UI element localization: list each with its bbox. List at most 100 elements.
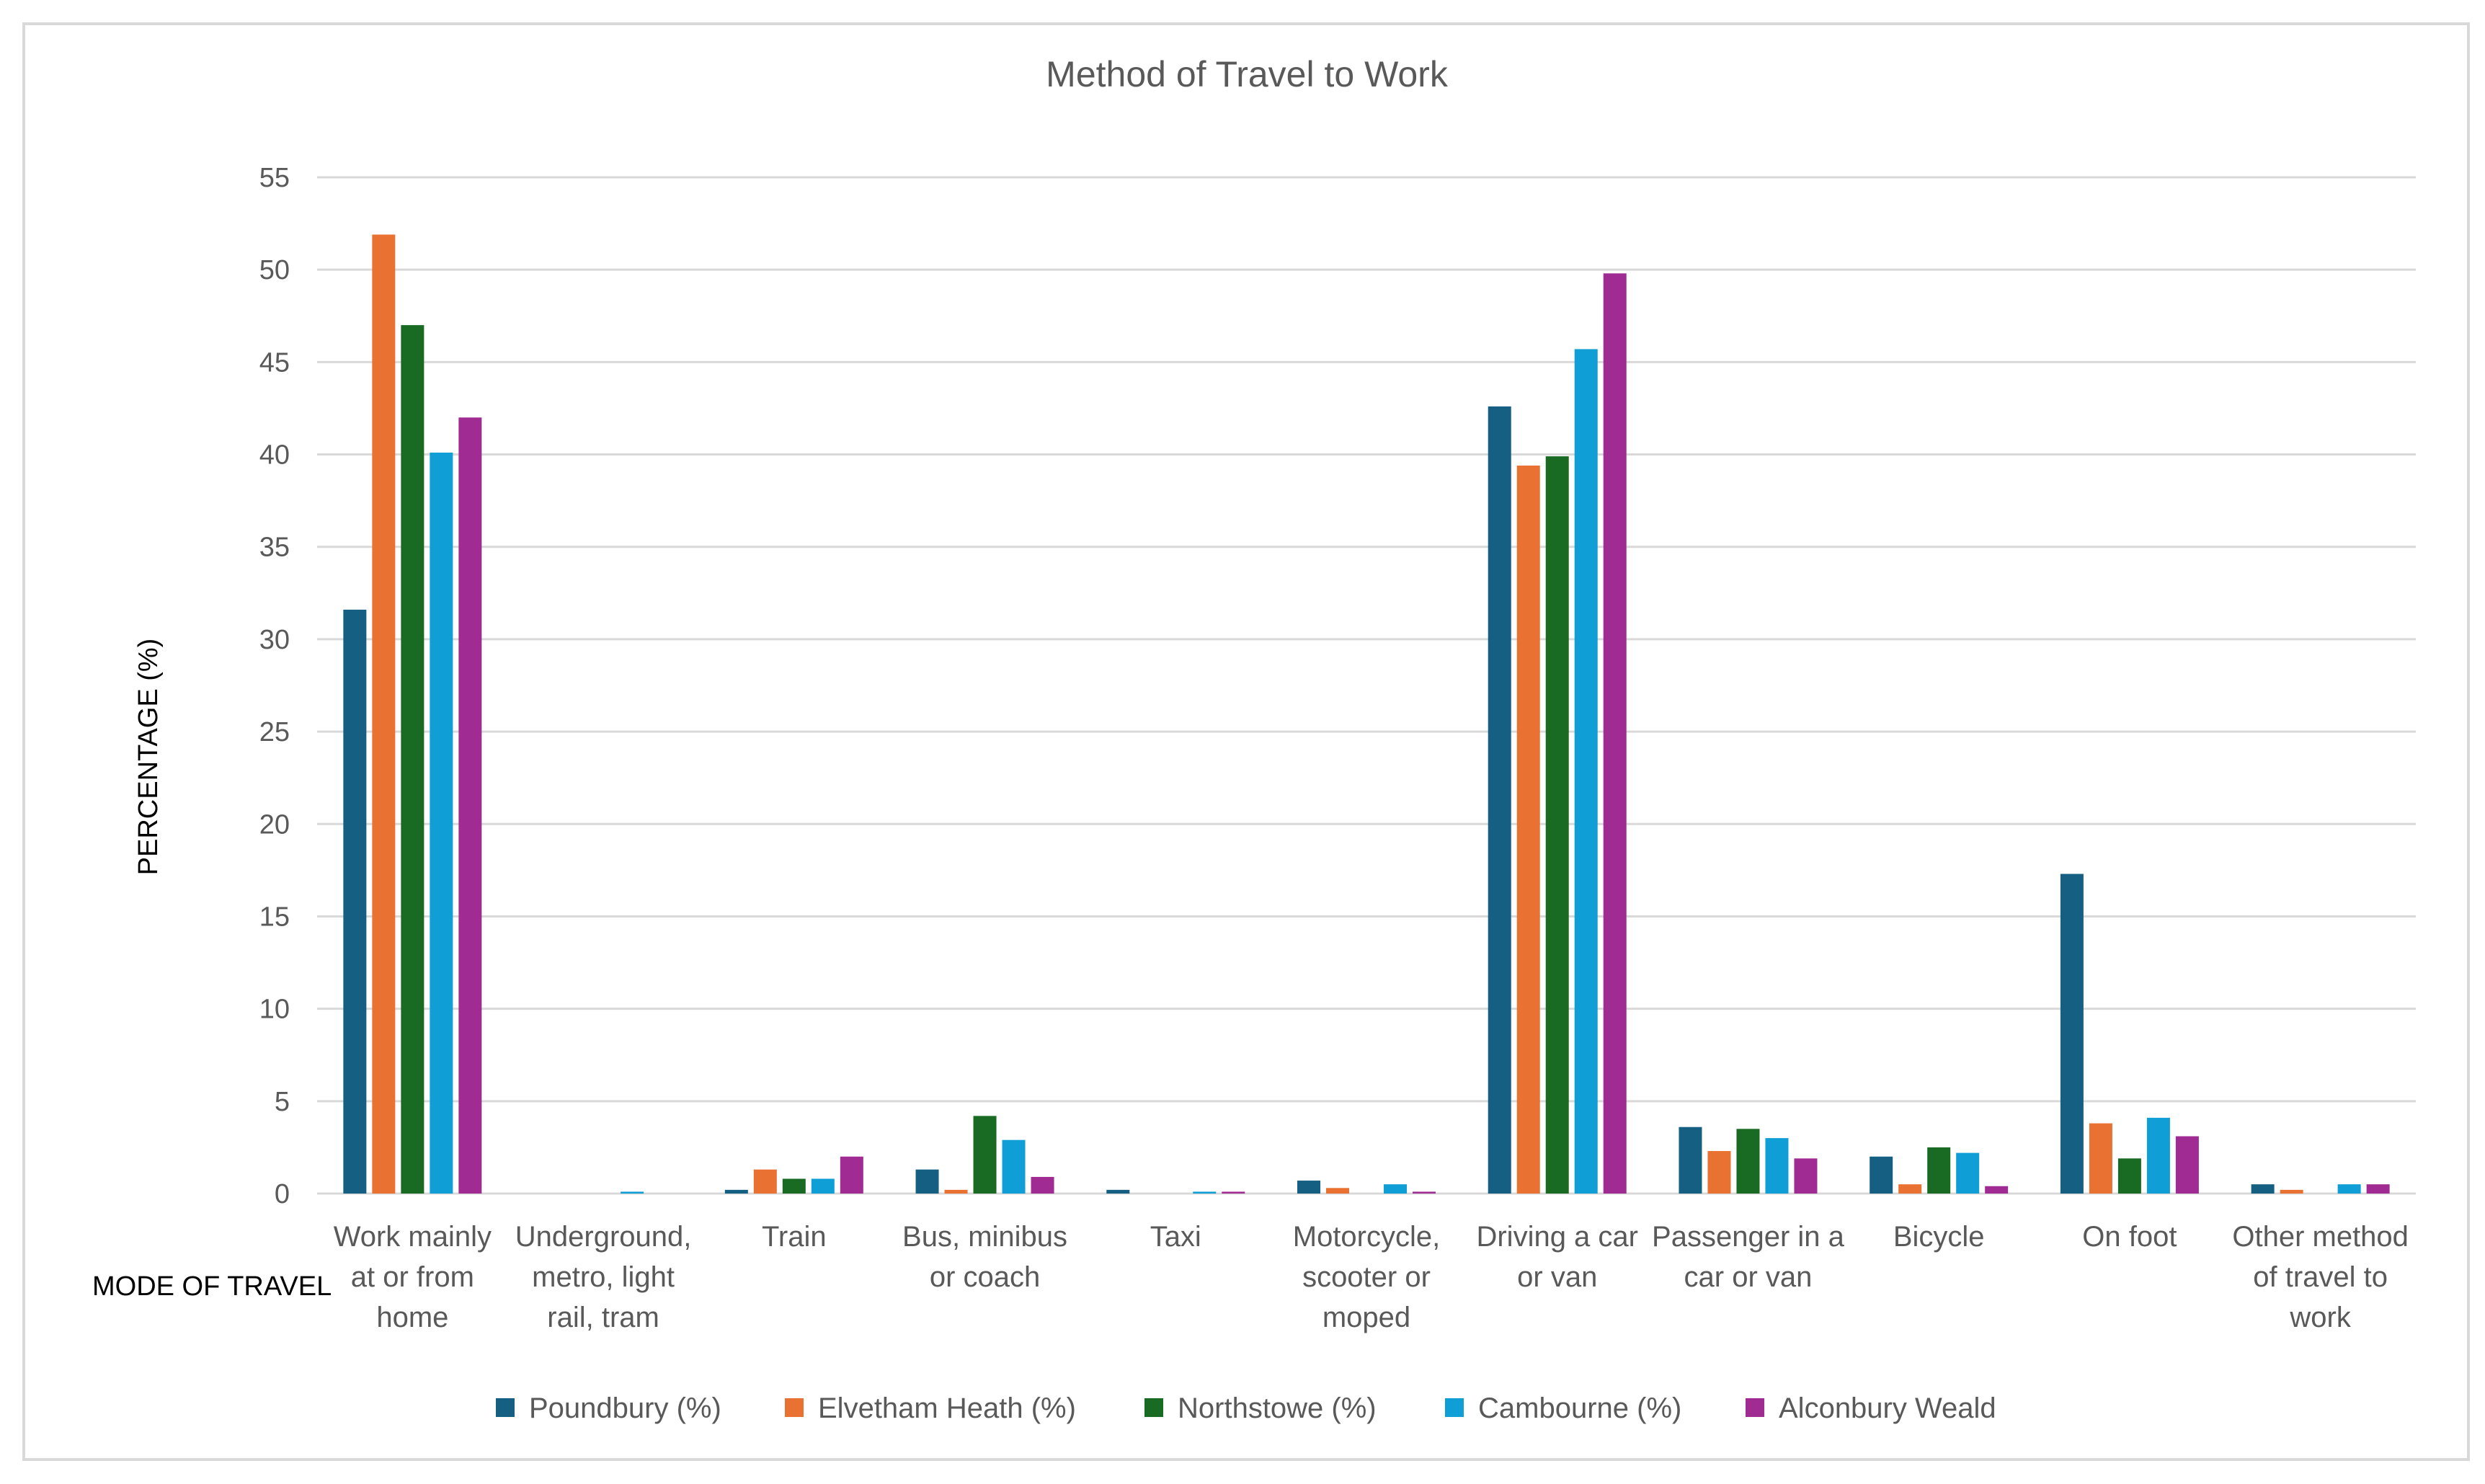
bar <box>1574 349 1598 1194</box>
bar <box>621 1191 644 1194</box>
bar <box>1413 1191 1436 1194</box>
y-tick-label: 30 <box>259 625 290 655</box>
bar <box>2251 1184 2275 1194</box>
x-category-label-line: Bicycle <box>1893 1221 1985 1253</box>
bar <box>1985 1186 2009 1194</box>
legend-swatch <box>1746 1398 1764 1417</box>
bar <box>1603 273 1627 1194</box>
bar <box>2175 1136 2199 1194</box>
legend-swatch <box>1144 1398 1163 1417</box>
bar <box>1545 456 1569 1194</box>
x-category-label: Taxi <box>1150 1221 1201 1253</box>
y-tick-label: 25 <box>259 717 290 747</box>
bar <box>1031 1176 1054 1194</box>
y-tick-label: 10 <box>259 995 290 1025</box>
y-tick-label: 20 <box>259 809 290 840</box>
x-category-label: Other method of travel to work <box>2232 1221 2409 1333</box>
bar <box>2117 1158 2141 1194</box>
legend-swatch <box>785 1398 804 1417</box>
bar <box>1222 1191 1245 1194</box>
bar <box>724 1189 748 1194</box>
bar <box>1326 1188 1349 1194</box>
x-category-label-line: at or from <box>351 1261 474 1293</box>
y-axis-title: PERCENTAGE (%) <box>133 639 164 876</box>
x-category-label-line: Taxi <box>1150 1221 1201 1253</box>
chart-title: Method of Travel to Work <box>1046 54 1449 94</box>
y-tick-label: 55 <box>259 163 290 193</box>
x-category-label-line: Underground, <box>515 1221 692 1253</box>
x-category-label-line: moped <box>1322 1302 1410 1333</box>
bar <box>1106 1189 1130 1194</box>
legend-label: Northstowe (%) <box>1178 1392 1377 1424</box>
bar <box>1679 1127 1702 1194</box>
bar <box>944 1189 968 1194</box>
bar <box>2060 874 2084 1194</box>
bar <box>1516 465 1540 1194</box>
y-tick-labels: 0 5 10 15 20 25 30 35 40 45 50 55 <box>259 163 290 1209</box>
bar <box>343 609 367 1194</box>
legend-label: Cambourne (%) <box>1478 1392 1681 1424</box>
bar <box>782 1178 806 1194</box>
x-category-label: Bicycle <box>1893 1221 1985 1253</box>
x-category-label-line: metro, light <box>532 1261 675 1293</box>
bar <box>2337 1184 2361 1194</box>
x-category-label-line: rail, tram <box>547 1302 659 1333</box>
x-category-label-line: Passenger in a <box>1652 1221 1845 1253</box>
x-axis-title: MODE OF TRAVEL <box>92 1271 332 1302</box>
x-category-label-line: home <box>376 1302 448 1333</box>
bar <box>1927 1147 1951 1194</box>
bar <box>2280 1189 2303 1194</box>
bar <box>973 1116 997 1194</box>
x-category-label-line: Train <box>762 1221 827 1253</box>
y-tick-label: 45 <box>259 347 290 378</box>
bar <box>1707 1151 1731 1194</box>
bar <box>915 1169 939 1194</box>
x-category-label-line: Work mainly <box>334 1221 492 1253</box>
bar <box>753 1169 777 1194</box>
bar <box>430 452 453 1194</box>
y-tick-label: 35 <box>259 533 290 563</box>
x-category-label-line: car or van <box>1684 1261 1813 1293</box>
legend-swatch <box>1445 1398 1464 1417</box>
bar <box>458 417 482 1194</box>
bar <box>372 234 396 1194</box>
bar <box>840 1156 863 1194</box>
x-category-label-line: Other method <box>2232 1221 2409 1253</box>
x-category-label-line: scooter or <box>1302 1261 1431 1293</box>
bar <box>1488 406 1511 1194</box>
bar <box>401 325 424 1194</box>
legend: Poundbury (%) Elvetham Heath (%) Northstow… <box>496 1392 1996 1424</box>
bar <box>2366 1184 2390 1194</box>
bar <box>1193 1191 1217 1194</box>
x-category-label-line: of travel to <box>2253 1261 2388 1293</box>
bar <box>1384 1184 1407 1194</box>
bar <box>2089 1123 2112 1194</box>
bar <box>1765 1138 1789 1194</box>
x-category-label-line: or van <box>1517 1261 1597 1293</box>
bar <box>811 1178 835 1194</box>
bar <box>1002 1139 1026 1194</box>
x-category-label-line: Bus, minibus <box>902 1221 1067 1253</box>
bar <box>1870 1156 1893 1194</box>
bar <box>1898 1184 1922 1194</box>
x-category-label: Train <box>762 1221 827 1253</box>
y-tick-label: 15 <box>259 902 290 932</box>
x-category-label: Driving a car or van <box>1476 1221 1638 1293</box>
x-category-label-line: work <box>2289 1302 2351 1333</box>
x-category-label-line: or coach <box>930 1261 1040 1293</box>
y-tick-label: 5 <box>275 1087 290 1117</box>
x-category-label: Bus, minibus or coach <box>902 1221 1067 1293</box>
legend-swatch <box>496 1398 515 1417</box>
bar <box>1297 1181 1320 1194</box>
bar <box>1956 1152 1980 1194</box>
x-category-labels: Work mainly at or from home Underground, met… <box>334 1221 2409 1333</box>
legend-label: Poundbury (%) <box>529 1392 721 1424</box>
bars <box>343 234 2390 1194</box>
y-tick-label: 50 <box>259 255 290 285</box>
y-tick-label: 0 <box>275 1179 290 1209</box>
legend-label: Elvetham Heath (%) <box>818 1392 1076 1424</box>
bar <box>1794 1158 1818 1194</box>
x-category-label: Work mainly at or from home <box>334 1221 492 1333</box>
